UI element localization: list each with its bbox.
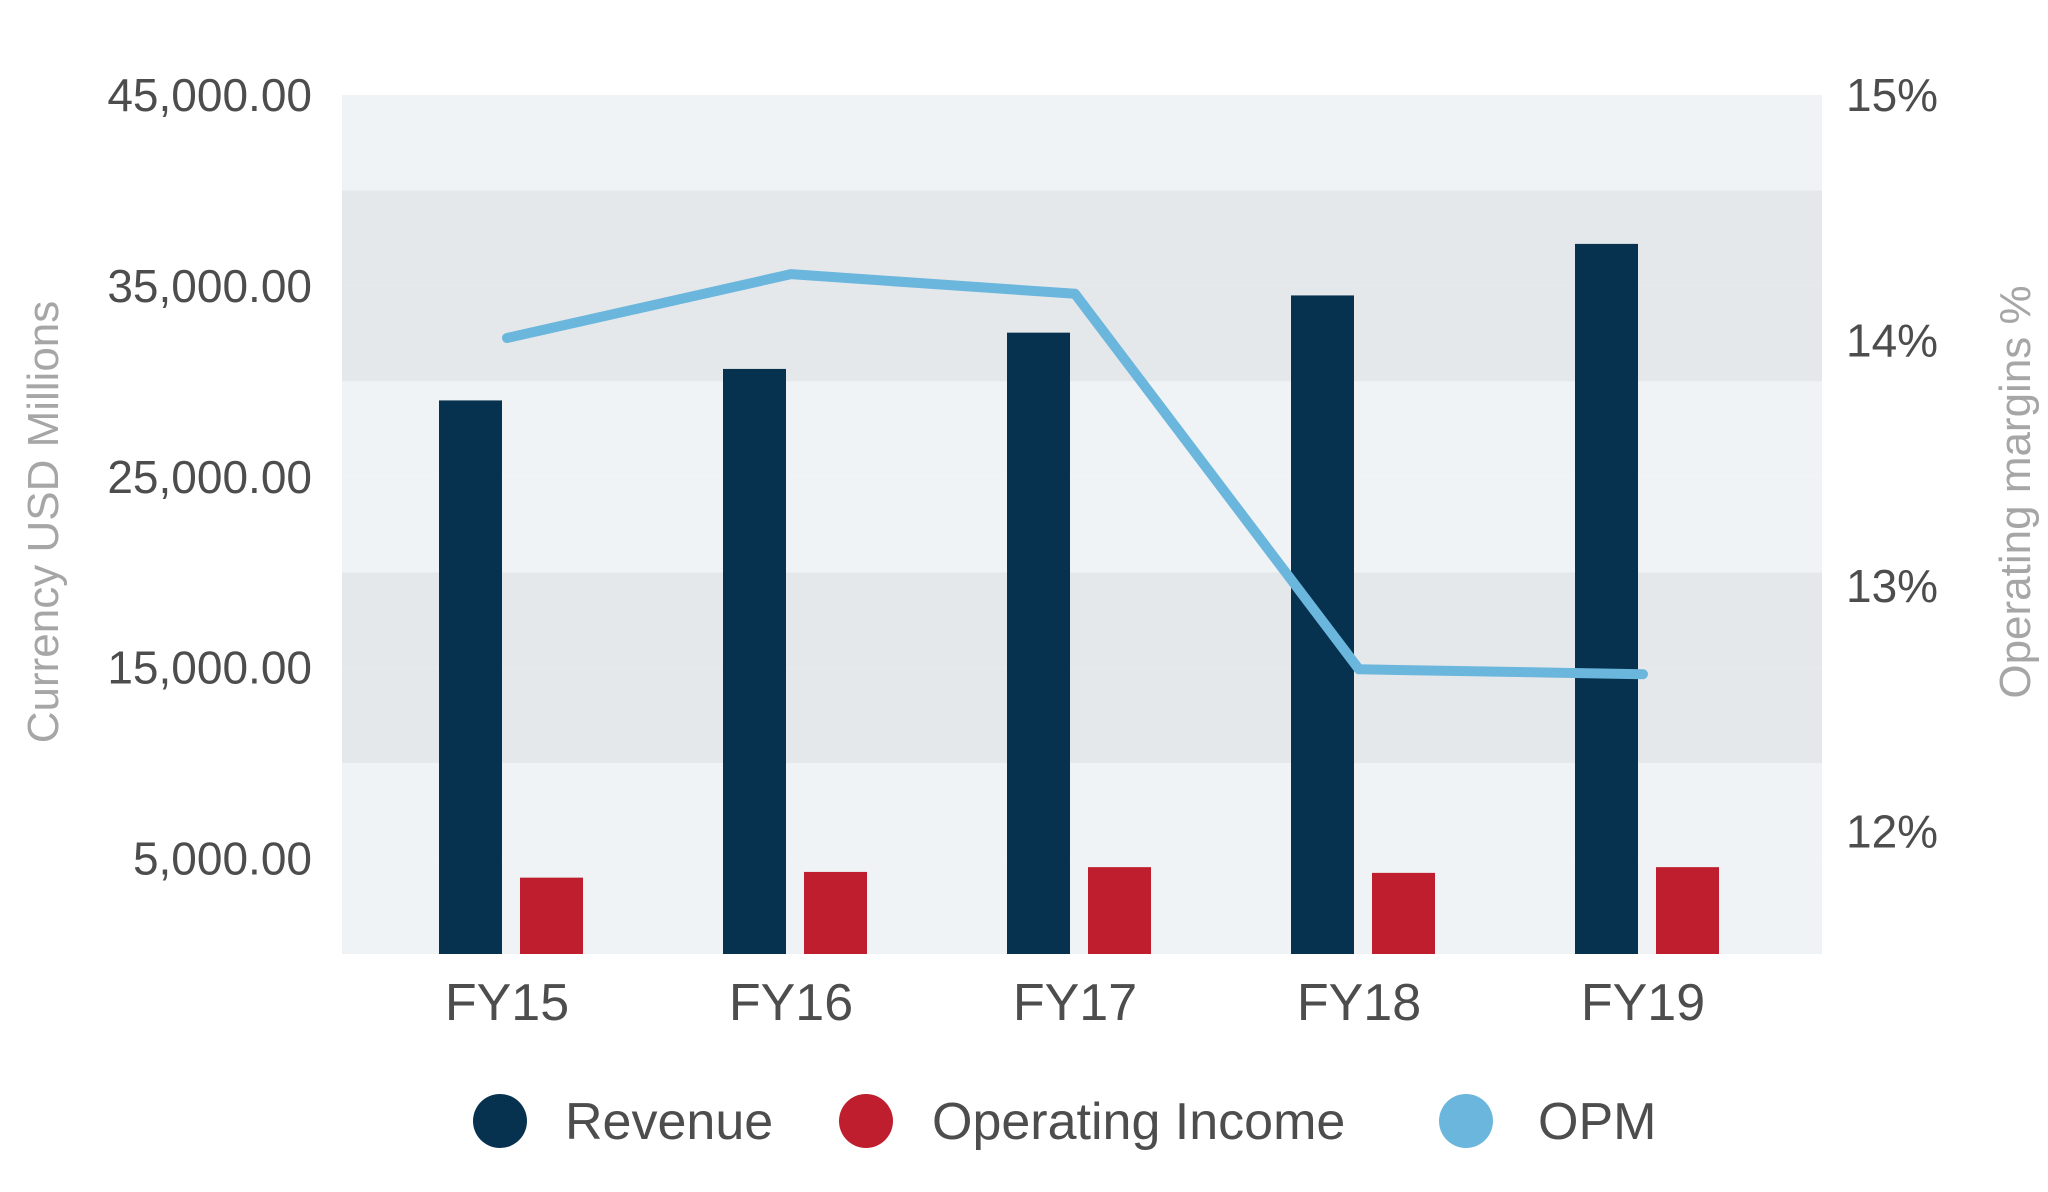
y-axis-right-title: Operating margins %	[1991, 285, 2040, 698]
x-tick-label: FY15	[445, 974, 569, 1032]
legend-swatch-operating-income	[839, 1094, 893, 1148]
x-tick-label: FY19	[1581, 974, 1705, 1032]
x-tick-label: FY16	[729, 974, 853, 1032]
legend-label-opm: OPM	[1538, 1093, 1656, 1151]
y-tick-label: 15,000.00	[107, 642, 312, 694]
y-axis-left-ticks: 5,000.00 15,000.00 25,000.00 35,000.00 45,00…	[107, 69, 312, 885]
bar-operating-income-fy16	[804, 871, 867, 954]
x-tick-label: FY17	[1013, 974, 1137, 1032]
y2-tick-label: 13%	[1846, 560, 1938, 612]
opm-line-layer	[502, 269, 1648, 680]
y-tick-label: 45,000.00	[107, 69, 312, 121]
y2-tick-label: 14%	[1846, 314, 1938, 366]
y2-tick-label: 15%	[1846, 69, 1938, 121]
bar-revenue-fy19	[1575, 243, 1638, 955]
x-axis-ticks: FY15 FY16 FY17 FY18 FY19	[445, 974, 1705, 1032]
legend: Revenue Operating Income OPM	[473, 1093, 1656, 1151]
bar-revenue-fy17	[1007, 332, 1070, 954]
y2-tick-label: 12%	[1846, 805, 1938, 857]
bar-operating-income-fy19	[1656, 867, 1719, 954]
line-opm	[502, 269, 1648, 680]
y-axis-left-title: Currency USD Millions	[19, 301, 68, 744]
grid-band	[342, 95, 1822, 191]
legend-label-revenue: Revenue	[565, 1093, 773, 1151]
y-axis-right-ticks: 12% 13% 14% 15%	[1846, 69, 1938, 857]
bar-operating-income-fy18	[1372, 872, 1435, 954]
bar-revenue-fy15	[439, 400, 502, 954]
legend-label-operating-income: Operating Income	[932, 1093, 1345, 1151]
x-tick-label: FY18	[1297, 974, 1421, 1032]
bar-revenue-fy16	[723, 368, 786, 955]
y-tick-label: 25,000.00	[107, 451, 312, 503]
bars	[439, 243, 1719, 955]
y-tick-label: 5,000.00	[133, 833, 312, 885]
legend-swatch-revenue	[473, 1094, 527, 1148]
legend-swatch-opm	[1439, 1094, 1493, 1148]
y-tick-label: 35,000.00	[107, 260, 312, 312]
bar-operating-income-fy17	[1088, 867, 1151, 954]
bar-operating-income-fy15	[520, 877, 583, 954]
